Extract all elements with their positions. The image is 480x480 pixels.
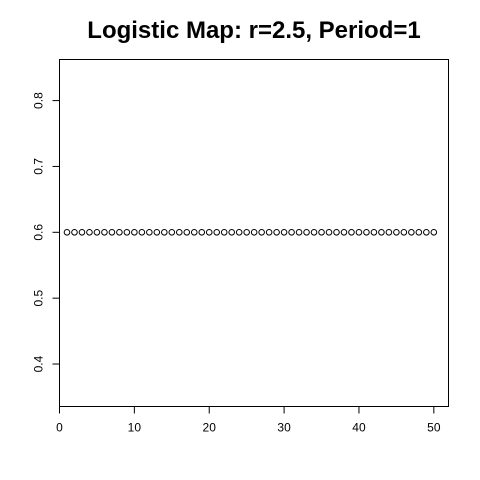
data-point xyxy=(340,229,348,236)
data-point xyxy=(318,229,325,236)
data-point xyxy=(303,229,310,236)
x-tick-label: 10 xyxy=(128,421,142,435)
data-point xyxy=(146,229,153,236)
data-point xyxy=(86,229,93,236)
data-point xyxy=(220,229,228,236)
data-point xyxy=(71,229,78,236)
data-point xyxy=(348,229,355,236)
y-tick-label: 0.4 xyxy=(32,355,46,372)
y-axis: 0.4 0.5 0.6 0.7 0.8 xyxy=(32,92,60,372)
data-point xyxy=(408,229,415,236)
data-point xyxy=(333,229,340,236)
data-point xyxy=(175,229,183,236)
data-point xyxy=(288,229,295,236)
data-point xyxy=(310,229,318,236)
data-point xyxy=(355,229,363,236)
data-point xyxy=(400,229,408,236)
data-point xyxy=(423,229,430,236)
data-point xyxy=(63,229,71,236)
data-point xyxy=(116,229,123,236)
y-tick-label: 0.7 xyxy=(32,158,46,175)
data-point xyxy=(183,229,191,236)
plot-area-frame xyxy=(59,59,449,407)
data-point xyxy=(280,229,288,236)
data-point xyxy=(168,229,176,236)
data-point xyxy=(131,229,138,236)
data-points xyxy=(63,229,438,236)
x-axis: 0 10 20 30 40 50 xyxy=(56,406,441,435)
data-point xyxy=(378,229,385,236)
data-point xyxy=(243,229,250,236)
data-point xyxy=(385,229,393,236)
data-point xyxy=(93,229,101,236)
x-tick-label: 20 xyxy=(203,421,217,435)
data-point xyxy=(235,229,243,236)
data-point xyxy=(415,229,423,236)
data-point xyxy=(78,229,86,236)
data-point xyxy=(250,229,258,236)
data-point xyxy=(213,229,221,236)
data-point xyxy=(295,229,303,236)
data-point xyxy=(108,229,116,236)
data-point xyxy=(138,229,146,236)
data-point xyxy=(393,229,400,236)
data-point xyxy=(101,229,108,236)
y-tick-label: 0.8 xyxy=(32,92,46,109)
data-point xyxy=(228,229,235,236)
data-point xyxy=(198,229,206,236)
x-tick-label: 30 xyxy=(277,421,291,435)
x-tick-label: 0 xyxy=(56,421,63,435)
x-tick-label: 40 xyxy=(352,421,366,435)
chart-title: Logistic Map: r=2.5, Period=1 xyxy=(87,17,420,44)
data-point xyxy=(161,229,168,236)
data-point xyxy=(190,229,198,236)
data-point xyxy=(258,229,265,236)
data-point xyxy=(363,229,370,236)
y-tick-label: 0.6 xyxy=(32,224,46,241)
data-point xyxy=(153,229,161,236)
x-tick-label: 50 xyxy=(427,421,441,435)
data-point xyxy=(123,229,131,236)
data-point xyxy=(430,229,438,236)
y-tick-label: 0.5 xyxy=(32,290,46,307)
data-point xyxy=(265,229,273,236)
data-point xyxy=(205,229,213,236)
data-point xyxy=(325,229,333,236)
data-point xyxy=(273,229,280,236)
data-point xyxy=(370,229,378,236)
